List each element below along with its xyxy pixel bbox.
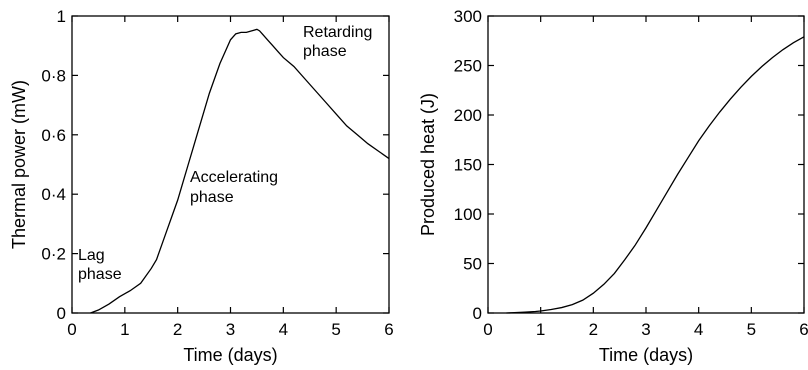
produced-heat-y-tick-label: 100	[454, 205, 482, 224]
thermal-power-y-tick-label: 0·2	[41, 245, 66, 264]
lag-phase-annotation: Lag phase	[78, 247, 122, 283]
produced-heat-series-line	[506, 36, 805, 314]
thermal-power-x-tick-label: 4	[279, 320, 288, 339]
produced-heat-x-axis-label: Time (days)	[599, 345, 693, 365]
retarding-phase-annotation: Retarding phase	[303, 24, 377, 60]
thermal-power-series-line	[90, 28, 390, 314]
thermal-power-y-axis-label: Thermal power (mW)	[9, 80, 29, 249]
produced-heat-y-tick-label: 0	[473, 304, 482, 323]
produced-heat-plot-frame	[487, 15, 805, 314]
produced-heat-x-tick-label: 3	[641, 320, 650, 339]
accelerating-phase-annotation-line-1: Accelerating	[190, 169, 278, 186]
thermal-power-ticks: 0 1 2 3 4 5 6 0 0·2 0·4 0·6 0·8 1	[41, 7, 393, 339]
produced-heat-y-tick-label: 300	[454, 7, 482, 26]
produced-heat-y-tick-label: 250	[454, 57, 482, 76]
thermal-power-x-tick-label: 6	[384, 320, 393, 339]
produced-heat-x-tick-label: 0	[483, 320, 492, 339]
thermal-power-x-tick-label: 5	[331, 320, 340, 339]
produced-heat-ticks: 0 1 2 3 4 5 6 0 50 100 150 200 250 300	[454, 7, 808, 339]
retarding-phase-annotation-line-1: Retarding	[303, 24, 372, 41]
thermal-power-x-tick-label: 2	[173, 320, 182, 339]
produced-heat-y-axis-label: Produced heat (J)	[418, 93, 438, 236]
thermal-power-chart: 0 1 2 3 4 5 6 0 0·2 0·4 0·6 0·8 1 Time (days) Therma…	[9, 7, 394, 365]
thermal-power-y-tick-label: 1	[57, 7, 66, 26]
thermal-power-x-axis-label: Time (days)	[183, 345, 277, 365]
lag-phase-annotation-line-2: phase	[78, 266, 122, 283]
thermal-power-y-tick-label: 0	[57, 304, 66, 323]
accelerating-phase-annotation-line-2: phase	[190, 189, 234, 206]
produced-heat-x-tick-label: 6	[799, 320, 808, 339]
thermal-power-y-tick-label: 0·4	[41, 185, 66, 204]
lag-phase-annotation-line-1: Lag	[78, 247, 105, 264]
retarding-phase-annotation-line-2: phase	[303, 43, 347, 60]
thermal-power-x-tick-label: 0	[67, 320, 76, 339]
thermal-power-y-tick-label: 0·6	[41, 126, 66, 145]
produced-heat-x-tick-label: 2	[589, 320, 598, 339]
thermal-power-x-tick-label: 1	[120, 320, 129, 339]
produced-heat-x-tick-label: 1	[536, 320, 545, 339]
produced-heat-x-tick-label: 4	[694, 320, 703, 339]
produced-heat-y-tick-label: 200	[454, 106, 482, 125]
produced-heat-chart: 0 1 2 3 4 5 6 0 50 100 150 200 250 300 Time (days) Pr…	[418, 7, 808, 365]
produced-heat-x-tick-label: 5	[747, 320, 756, 339]
accelerating-phase-annotation: Accelerating phase	[190, 169, 283, 206]
thermal-power-x-tick-label: 3	[226, 320, 235, 339]
produced-heat-y-tick-label: 50	[463, 255, 482, 274]
produced-heat-y-tick-label: 150	[454, 156, 482, 175]
thermal-power-y-tick-label: 0·8	[41, 66, 66, 85]
